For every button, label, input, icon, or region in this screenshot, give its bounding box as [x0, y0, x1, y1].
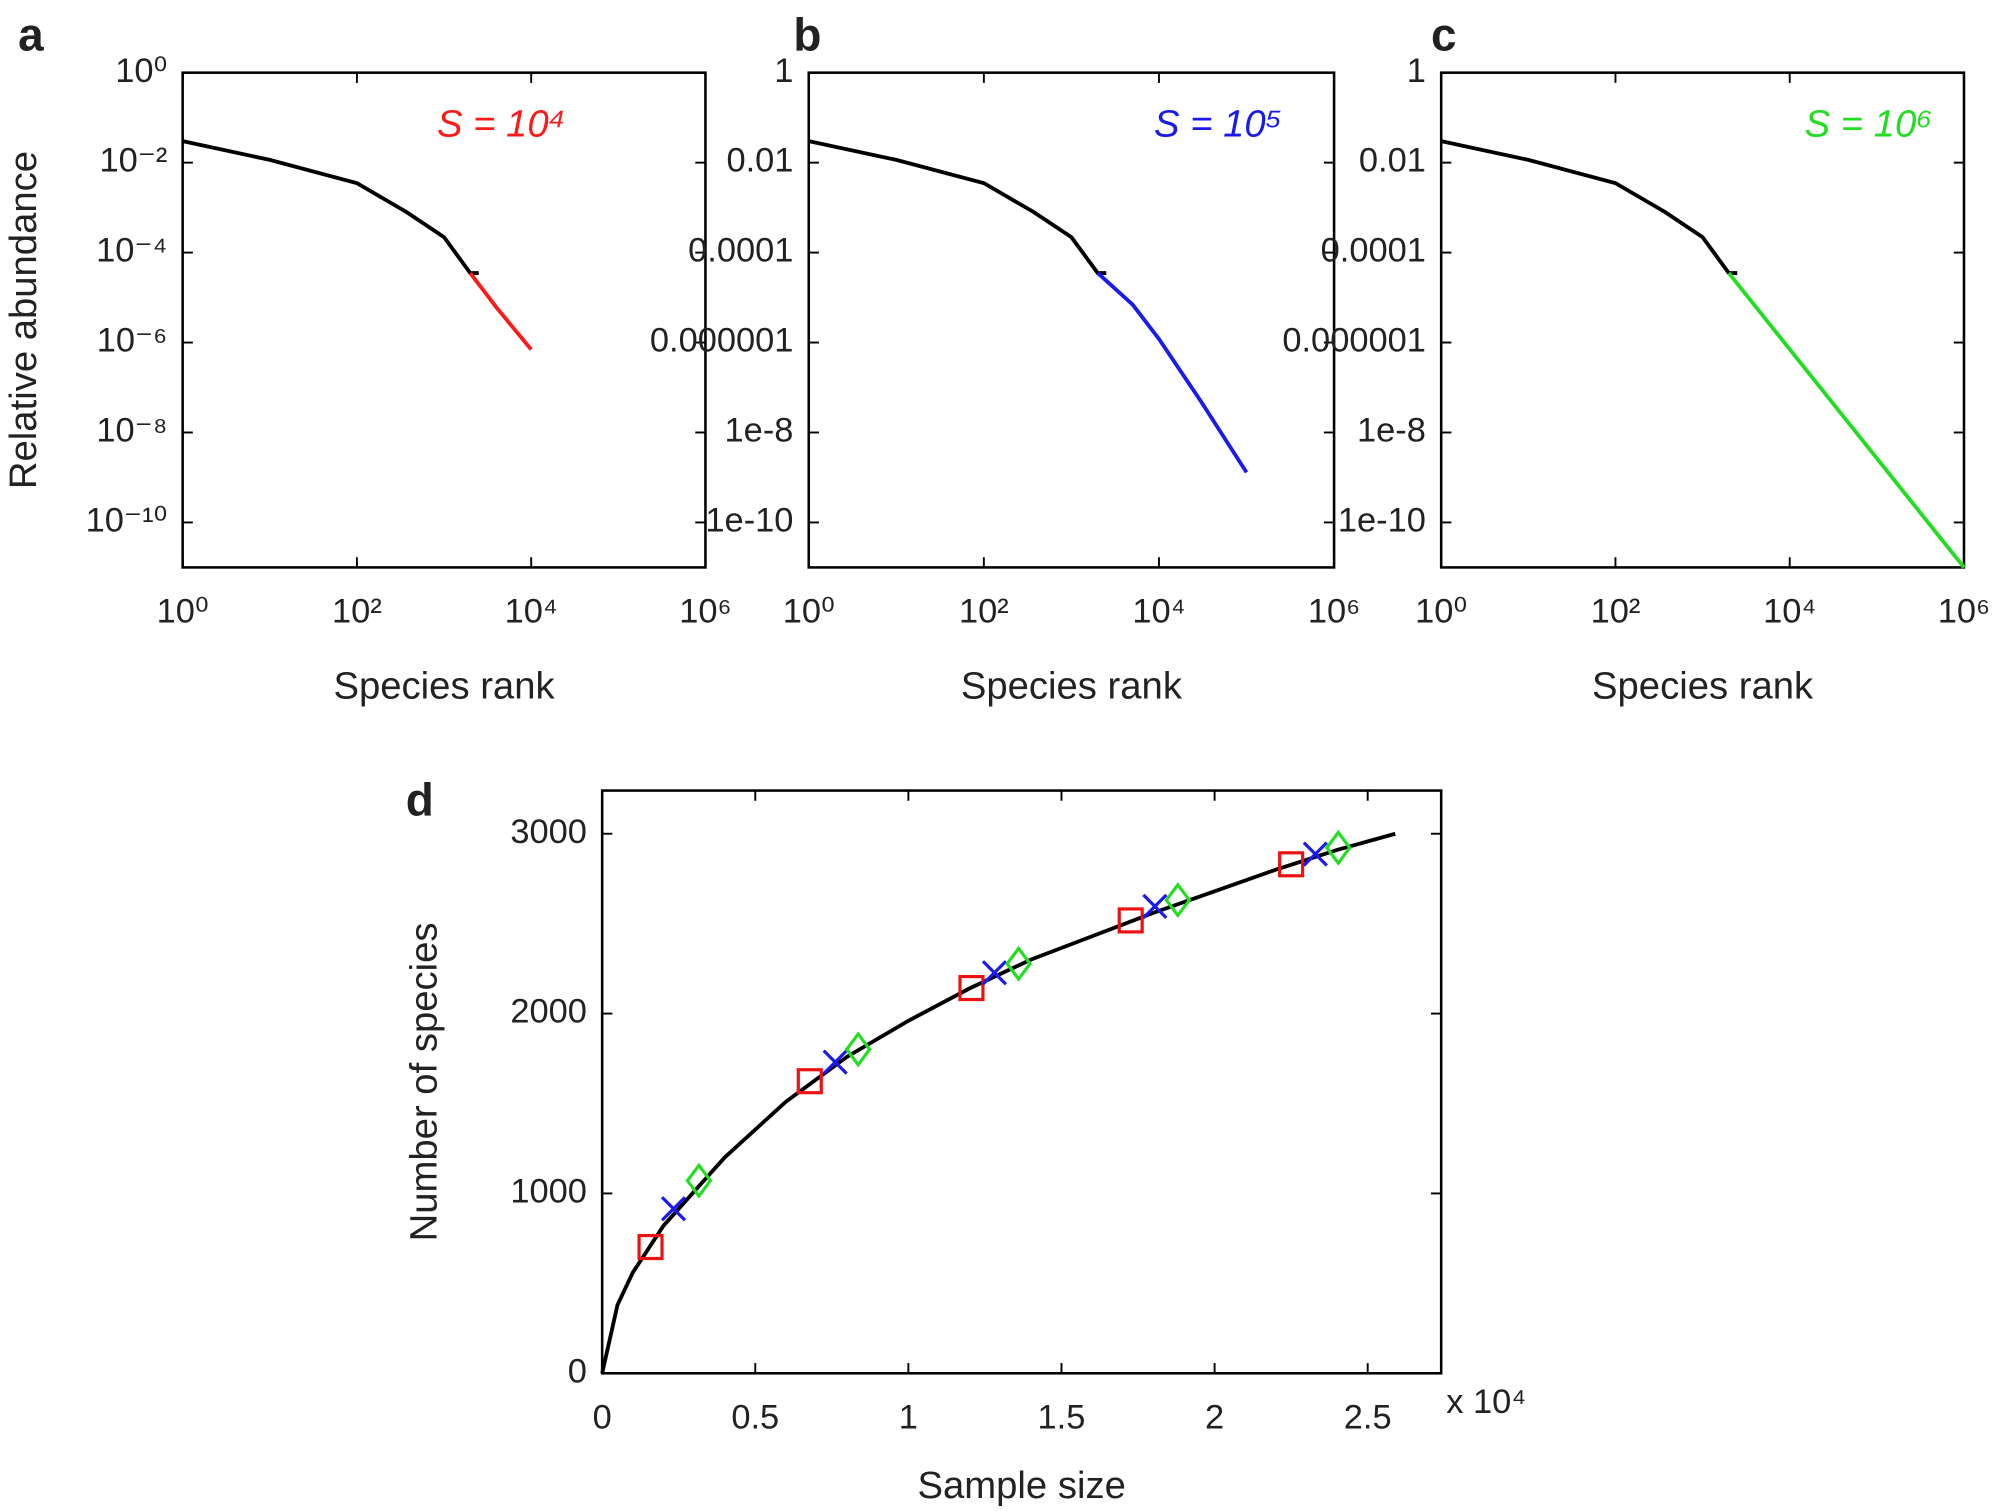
panel-letter: a — [18, 8, 44, 60]
axis-multiplier: x 10⁴ — [1446, 1383, 1526, 1421]
y-tick-label: 1000 — [510, 1173, 587, 1211]
square-marker — [1278, 851, 1305, 878]
diamond-marker — [685, 1162, 713, 1199]
x-tick-label: 10⁶ — [1308, 592, 1360, 630]
x-tick-label: 1.5 — [1038, 1398, 1086, 1436]
y-tick-label: 0.01 — [726, 142, 793, 180]
plot-frame — [807, 71, 1336, 569]
diamond-marker — [844, 1031, 872, 1068]
y-tick-label: 1e-8 — [1357, 412, 1426, 450]
x-tick-label: 10⁰ — [783, 592, 835, 630]
x-axis-title: Species rank — [1592, 665, 1814, 708]
annotation: S = 10⁴ — [437, 102, 565, 145]
panel-letter: d — [406, 773, 434, 825]
x-tick-label: 10⁴ — [505, 592, 558, 630]
data-line — [600, 831, 1396, 1374]
x-tick-label: 0.5 — [731, 1398, 779, 1436]
panel-letter: c — [1431, 8, 1457, 60]
y-axis-title: Relative abundance — [2, 151, 45, 489]
x-tick-label: 1 — [899, 1398, 918, 1436]
panel-letter: b — [793, 8, 821, 60]
y-tick-label: 10⁻⁸ — [96, 412, 167, 450]
y-axis-title: Number of species — [402, 922, 445, 1241]
x-tick-label: 10² — [959, 592, 1009, 630]
diamond-marker — [1164, 882, 1192, 919]
square-marker — [796, 1068, 823, 1095]
y-tick-label: 10⁻⁴ — [96, 232, 167, 270]
plot-frame — [181, 71, 707, 569]
x-tick-label: 2 — [1205, 1398, 1224, 1436]
data-line — [808, 139, 1107, 276]
annotation: S = 10⁵ — [1154, 102, 1282, 145]
y-tick-label: 1 — [1407, 52, 1426, 90]
plot-frame — [600, 789, 1443, 1375]
data-line — [468, 271, 533, 351]
y-tick-label: 1e-10 — [1338, 502, 1426, 540]
y-tick-label: 0.0001 — [688, 232, 793, 270]
x-tick-label: 10⁴ — [1132, 592, 1185, 630]
x-tick-label: 10⁶ — [679, 592, 731, 630]
x-tick-label: 0 — [593, 1398, 612, 1436]
x-marker — [1302, 841, 1328, 867]
data-line — [1096, 271, 1249, 474]
y-tick-label: 10⁻⁶ — [97, 322, 168, 360]
x-tick-label: 2.5 — [1344, 1398, 1392, 1436]
plot-frame — [1439, 71, 1966, 569]
y-tick-label: 0.000001 — [650, 322, 794, 360]
x-marker — [981, 960, 1008, 986]
y-tick-label: 10⁰ — [115, 52, 167, 90]
x-marker — [822, 1049, 848, 1075]
y-tick-label: 3000 — [510, 813, 587, 851]
diamond-marker — [1324, 829, 1352, 866]
x-tick-label: 10⁶ — [1938, 592, 1990, 630]
y-tick-label: 1e-8 — [725, 412, 794, 450]
x-axis-title: Species rank — [961, 665, 1183, 708]
data-line — [1727, 271, 1966, 569]
diamond-marker — [1005, 945, 1033, 982]
x-tick-label: 10⁴ — [1763, 592, 1816, 630]
x-marker — [1142, 893, 1168, 919]
y-tick-label: 0 — [568, 1352, 587, 1390]
x-tick-label: 10⁰ — [157, 592, 209, 630]
y-tick-label: 1e-10 — [705, 502, 793, 540]
y-tick-label: 1 — [774, 52, 793, 90]
square-marker — [958, 974, 985, 1002]
y-tick-label: 0.01 — [1359, 142, 1426, 180]
square-marker — [637, 1233, 664, 1261]
x-axis-title: Species rank — [333, 665, 555, 708]
x-marker — [660, 1196, 687, 1222]
x-tick-label: 10² — [1591, 592, 1641, 630]
square-marker — [1117, 907, 1144, 934]
y-tick-label: 10⁻¹⁰ — [86, 502, 168, 540]
annotation: S = 10⁶ — [1805, 102, 1933, 145]
y-tick-label: 2000 — [510, 993, 587, 1031]
x-axis-title: Sample size — [918, 1464, 1126, 1507]
y-tick-label: 10⁻² — [99, 142, 167, 180]
x-tick-label: 10⁰ — [1415, 592, 1467, 630]
data-line — [182, 139, 479, 276]
y-tick-label: 0.0001 — [1321, 232, 1426, 270]
x-tick-label: 10² — [332, 592, 382, 630]
data-line — [1440, 139, 1738, 276]
y-tick-label: 0.000001 — [1282, 322, 1426, 360]
